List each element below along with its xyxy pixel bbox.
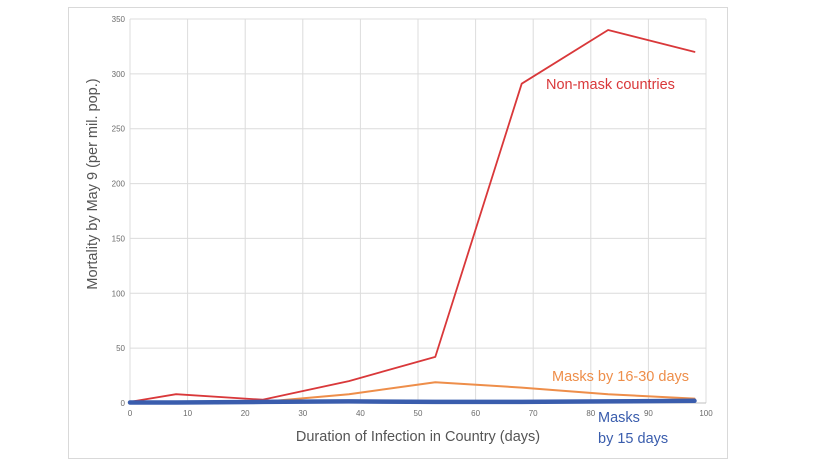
y-tick-label: 200 xyxy=(112,180,126,189)
y-tick-label: 100 xyxy=(112,289,126,298)
x-tick-label: 80 xyxy=(586,409,595,418)
x-tick-label: 90 xyxy=(644,409,653,418)
y-tick-label: 50 xyxy=(116,344,125,353)
x-axis-title: Duration of Infection in Country (days) xyxy=(296,429,540,445)
chart-frame xyxy=(68,7,728,459)
x-tick-label: 100 xyxy=(699,409,713,418)
series-label-masks-15-line2: by 15 days xyxy=(598,431,668,447)
x-tick-labels: 0 10 20 30 40 50 60 70 80 90 100 xyxy=(128,409,713,418)
x-tick-label: 30 xyxy=(298,409,307,418)
y-tick-labels: 0 50 100 150 200 250 300 350 xyxy=(112,15,126,408)
y-tick-label: 350 xyxy=(112,15,126,24)
series-label-non-mask: Non-mask countries xyxy=(546,77,675,93)
x-tick-label: 70 xyxy=(529,409,538,418)
x-tick-label: 20 xyxy=(241,409,250,418)
x-tick-label: 40 xyxy=(356,409,365,418)
x-tick-label: 0 xyxy=(128,409,133,418)
series-line-masks-15 xyxy=(127,398,697,405)
series-lines xyxy=(127,29,697,405)
series-label-masks-15-line1: Masks xyxy=(598,410,640,426)
x-tick-label: 10 xyxy=(183,409,192,418)
y-tick-label: 250 xyxy=(112,125,126,134)
x-tick-label: 50 xyxy=(414,409,423,418)
y-tick-label: 0 xyxy=(121,399,126,408)
series-line-non-mask xyxy=(129,29,696,403)
y-tick-label: 300 xyxy=(112,70,126,79)
y-axis-title: Mortality by May 9 (per mil. pop.) xyxy=(85,78,101,289)
series-label-masks-16-30: Masks by 16-30 days xyxy=(552,369,689,385)
x-tick-label: 60 xyxy=(471,409,480,418)
y-tick-label: 150 xyxy=(112,234,126,243)
